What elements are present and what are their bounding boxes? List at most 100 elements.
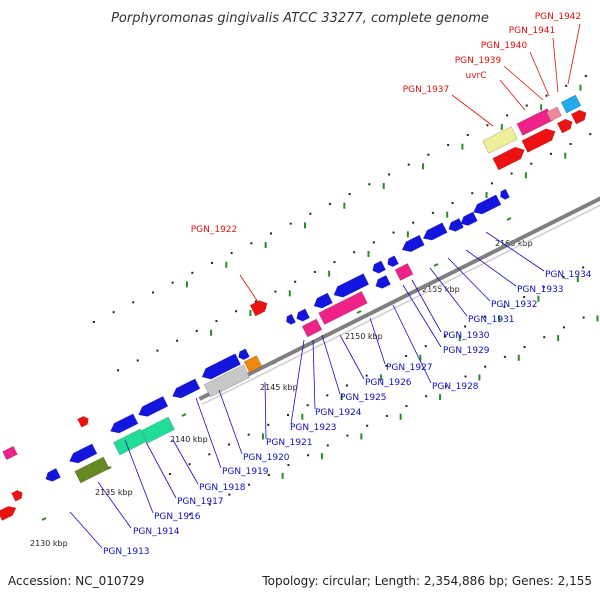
guide-dot — [210, 261, 213, 264]
reverse-gene-arrow — [110, 413, 139, 434]
forward-gene-arrow — [492, 146, 525, 171]
genome-summary-text: Topology: circular; Length: 2,354,886 bp… — [261, 574, 592, 588]
guide-dot — [543, 336, 546, 339]
guide-dot — [523, 295, 526, 298]
guide-dot — [407, 163, 410, 166]
backbone — [198, 196, 600, 405]
gene-features — [0, 94, 587, 521]
reverse-gene-arrow — [422, 222, 448, 241]
guide-dot — [112, 311, 115, 314]
reverse-label-leader — [339, 334, 365, 380]
reverse-gene-arrow — [372, 260, 387, 274]
guide-dot — [412, 221, 415, 224]
guide-dot — [132, 301, 135, 304]
reverse-gene-arrow — [473, 194, 502, 215]
guide-dot — [274, 290, 277, 293]
scale-tick-label: 2135 kbp — [95, 488, 133, 497]
scale-tick-label: 2140 kbp — [170, 435, 208, 444]
reverse-gene-label: PGN_1934 — [545, 270, 592, 280]
forward-gene-arrow — [560, 94, 582, 114]
scale-tick-mark — [356, 310, 362, 314]
forward-label-leader — [239, 274, 259, 303]
forward-gene-arrow — [516, 108, 554, 136]
forward-label-leader — [552, 37, 559, 93]
guide-dot — [444, 335, 447, 338]
guide-dot — [228, 493, 231, 496]
guide-dot — [92, 320, 95, 323]
reverse-label-leader — [392, 304, 432, 384]
guide-dot — [464, 375, 467, 378]
guide-dot — [353, 251, 356, 254]
scale-tick-mark — [506, 217, 512, 221]
reverse-gene-arrow — [11, 489, 23, 502]
guide-dot — [385, 414, 388, 417]
guide-dot — [388, 173, 391, 176]
reverse-gene-arrow — [500, 188, 510, 200]
reverse-label-leader — [411, 279, 442, 333]
guide-dot — [562, 326, 565, 329]
guide-dot — [427, 153, 430, 156]
guide-dot — [195, 329, 198, 332]
reverse-gene-arrow — [74, 456, 110, 484]
guide-dot — [490, 182, 493, 185]
reverse-label-leader — [447, 257, 491, 302]
guide-dot — [267, 473, 270, 476]
forward-gene-arrow — [249, 300, 268, 317]
guide-dot — [250, 242, 253, 245]
guide-dot — [289, 222, 292, 225]
guide-dot — [569, 142, 572, 145]
scale-tick-label: 2130 kbp — [30, 539, 68, 548]
accession-text: Accession: NC_010729 — [8, 574, 144, 588]
guide-dot — [562, 276, 565, 279]
guide-dot — [405, 405, 408, 408]
forward-gene-arrow — [77, 415, 89, 428]
forward-gene-arrow — [521, 128, 556, 153]
guide-dot — [503, 305, 506, 308]
guide-dot — [348, 193, 351, 196]
reverse-gene-label: PGN_1929 — [443, 346, 490, 356]
reverse-gene-label: PGN_1932 — [491, 300, 538, 310]
guide-dot — [247, 433, 250, 436]
guide-dot — [346, 434, 349, 437]
guide-dot — [117, 369, 120, 372]
guide-dot — [208, 453, 211, 456]
forward-label-leader — [451, 94, 494, 127]
reverse-gene-arrow — [333, 273, 370, 298]
guide-dot — [215, 320, 218, 323]
guide-dot — [510, 172, 513, 175]
reverse-gene-label: PGN_1928 — [432, 382, 479, 392]
guide-dot — [451, 202, 454, 205]
reverse-gene-label: PGN_1923 — [290, 423, 337, 433]
guide-dot — [549, 152, 552, 155]
reverse-gene-label: PGN_1925 — [340, 393, 387, 403]
guide-dot — [545, 94, 548, 97]
guide-dot — [191, 271, 194, 274]
reverse-gene-arrow — [141, 416, 175, 444]
forward-gene-label: PGN_1942 — [535, 12, 582, 22]
guide-dot — [307, 454, 310, 457]
backbone-inner-line — [201, 204, 600, 405]
guide-dot — [176, 339, 179, 342]
guide-dot — [346, 384, 349, 387]
dotted-guides — [92, 75, 592, 516]
forward-gene-arrow — [482, 126, 518, 154]
guide-dot — [431, 211, 434, 214]
guide-dot — [270, 232, 273, 235]
reverse-gene-label: PGN_1916 — [154, 512, 201, 522]
guide-dot — [189, 513, 192, 516]
reverse-label-leader — [218, 389, 243, 455]
backbone-line — [198, 196, 600, 401]
guide-dot — [188, 463, 191, 466]
guide-dot — [565, 84, 568, 87]
reverse-gene-label: PGN_1920 — [243, 453, 290, 463]
forward-label-leader — [567, 23, 581, 85]
guide-dot — [471, 192, 474, 195]
guide-dot — [287, 464, 290, 467]
guide-dot — [248, 483, 251, 486]
reverse-label-leader — [402, 284, 442, 348]
forward-label-leader — [499, 79, 526, 111]
guide-dot — [306, 404, 309, 407]
guide-dot — [294, 280, 297, 283]
reverse-gene-label: PGN_1919 — [222, 467, 269, 477]
forward-gene-label: PGN_1940 — [481, 41, 528, 51]
